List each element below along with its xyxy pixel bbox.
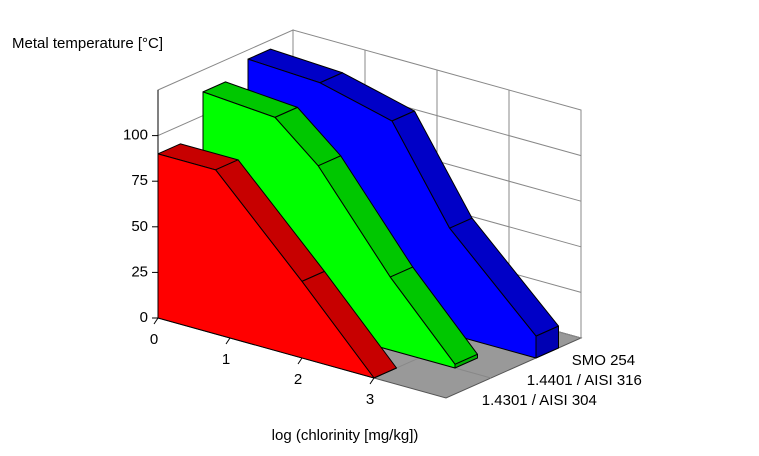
x-tick-label: 1 xyxy=(222,351,230,368)
x-tick-label: 3 xyxy=(366,391,374,408)
series-label: 1.4401 / AISI 316 xyxy=(527,372,642,389)
y-tick-label: 50 xyxy=(131,218,148,235)
series-label: SMO 254 xyxy=(572,352,635,369)
y-tick-label: 75 xyxy=(131,172,148,189)
x-axis-label: log (chlorinity [mg/kg]) xyxy=(272,427,419,444)
x-tick xyxy=(153,317,159,325)
x-tick xyxy=(297,357,303,365)
x-tick-label: 0 xyxy=(150,331,158,348)
y-axis-label: Metal temperature [°C] xyxy=(12,35,163,52)
x-tick xyxy=(225,337,231,345)
slab-end xyxy=(373,367,397,379)
x-tick xyxy=(369,377,375,385)
area xyxy=(157,153,375,379)
y-tick-label: 100 xyxy=(123,127,148,144)
y-tick-label: 0 xyxy=(140,309,148,326)
x-tick-label: 2 xyxy=(294,371,302,388)
series-label: 1.4301 / AISI 304 xyxy=(482,392,597,409)
y-tick-label: 25 xyxy=(131,263,148,280)
